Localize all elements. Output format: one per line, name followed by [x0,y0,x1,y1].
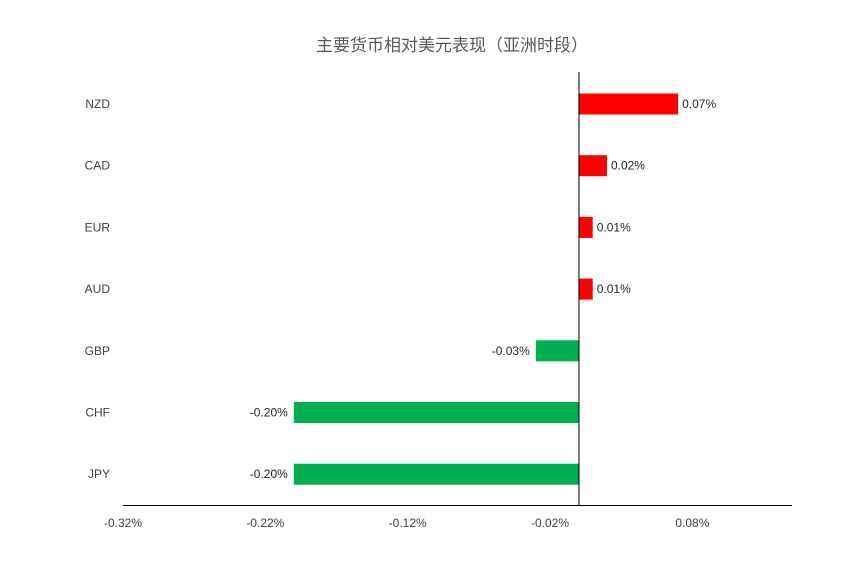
data-label-eur: 0.01% [597,220,631,234]
data-label-nzd: 0.07% [682,97,716,111]
category-labels: NZD CAD EUR AUD GBP CHF JPY [85,97,111,481]
bar-chf [293,402,579,423]
category-label-eur: EUR [85,220,111,234]
category-label-cad: CAD [85,159,111,173]
bars-group [293,93,679,485]
chart-title: 主要货币相对美元表现（亚洲时段） [316,36,588,56]
value-labels: 0.07% 0.02% 0.01% 0.01% -0.03% -0.20% -0.20% [250,97,717,481]
category-label-gbp: GBP [85,344,110,358]
bar-jpy [293,463,579,485]
x-tick-label: -0.22% [246,516,284,530]
x-tick-label: -0.32% [104,516,142,530]
category-label-jpy: JPY [88,467,110,481]
data-label-gbp: -0.03% [492,344,530,358]
category-label-nzd: NZD [85,97,110,111]
x-tick-labels: -0.32% -0.22% -0.12% -0.02% 0.08% [104,516,710,530]
x-tick-label: -0.12% [389,516,427,530]
bar-nzd [578,93,679,115]
data-label-jpy: -0.20% [250,467,288,481]
bar-aud [578,278,593,300]
x-tick-label: -0.02% [531,516,569,530]
x-tick-label: 0.08% [675,516,709,530]
data-label-chf: -0.20% [250,406,288,420]
bar-cad [578,155,607,177]
bar-eur [578,216,593,238]
data-label-cad: 0.02% [611,159,645,173]
data-label-aud: 0.01% [597,282,631,296]
category-label-chf: CHF [85,406,110,420]
bar-gbp [535,340,579,362]
category-label-aud: AUD [85,282,111,296]
